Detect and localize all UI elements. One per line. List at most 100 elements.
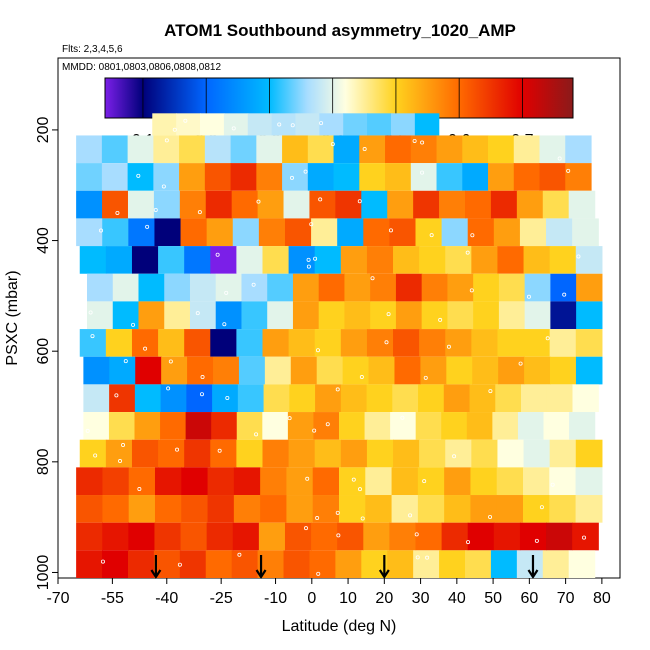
heatmap-cell <box>513 135 541 164</box>
observation-point <box>557 156 562 161</box>
heatmap-cell <box>160 384 187 413</box>
heatmap-cell <box>575 495 603 523</box>
heatmap-cell <box>138 301 165 330</box>
heatmap-cell <box>389 218 417 247</box>
observation-point <box>175 447 180 452</box>
observation-point <box>153 207 158 212</box>
observation-point <box>197 210 202 215</box>
heatmap-cell <box>215 273 243 302</box>
observation-point <box>351 477 356 482</box>
heatmap-cell <box>493 522 521 551</box>
heatmap-cell <box>342 356 370 385</box>
heatmap-cell <box>517 412 545 440</box>
heatmap-cell <box>153 163 180 191</box>
heatmap-cell <box>295 113 320 136</box>
heatmap-cell <box>264 356 292 385</box>
heatmap-cell <box>127 190 155 219</box>
heatmap-cell <box>335 550 362 578</box>
heatmap-cell <box>283 550 311 578</box>
heatmap-cell <box>238 356 266 385</box>
heatmap-cell <box>128 522 156 551</box>
heatmap-cell <box>387 550 414 578</box>
heatmap-cell <box>184 439 211 468</box>
heatmap-cell <box>366 384 393 413</box>
heatmap-cell <box>233 495 261 523</box>
observation-point <box>518 361 523 366</box>
observation-point <box>166 386 171 391</box>
heatmap-cell <box>283 190 311 219</box>
heatmap-cell <box>419 329 446 357</box>
heatmap-cell <box>164 301 191 330</box>
observation-point <box>315 348 320 353</box>
heatmap-cell <box>549 439 577 468</box>
y-tick-label: 800 <box>35 448 52 475</box>
heatmap-cell <box>179 163 206 191</box>
heatmap-cell <box>441 412 468 440</box>
heatmap-cell <box>179 135 206 164</box>
heatmap-cell <box>164 273 191 302</box>
colorbar <box>104 77 574 119</box>
heatmap-cell <box>339 495 366 523</box>
heatmap-cell <box>314 439 342 468</box>
heatmap-cell <box>232 522 260 551</box>
heatmap-cell <box>391 467 419 496</box>
heatmap-cell <box>488 135 515 164</box>
heatmap-cell <box>288 246 316 274</box>
heatmap-cell <box>230 135 257 164</box>
heatmap-cell <box>76 495 104 523</box>
x-tick-label: 70 <box>557 590 575 607</box>
heatmap-cell <box>365 495 393 523</box>
heatmap-cell <box>568 550 596 578</box>
heatmap-cell <box>417 467 445 496</box>
heatmap-cell <box>316 356 344 385</box>
heatmap-cell <box>441 522 469 551</box>
heatmap-cell <box>267 301 294 330</box>
heatmap-cell <box>576 301 603 330</box>
heatmap-cell <box>267 273 294 302</box>
heatmap-cell <box>335 190 362 219</box>
observation-point <box>562 292 567 297</box>
heatmap-cell <box>79 329 107 357</box>
x-tick-label: -10 <box>264 590 287 607</box>
heatmap-cell <box>213 356 240 385</box>
heatmap-cell <box>344 273 371 302</box>
heatmap-cell <box>443 384 471 413</box>
heatmap-cell <box>519 218 547 247</box>
heatmap-cell <box>76 163 103 191</box>
heatmap-cell <box>550 301 577 330</box>
heatmap-cell <box>385 163 412 191</box>
heatmap-cell <box>313 412 340 440</box>
heatmap-cell <box>359 163 386 191</box>
heatmap-cell <box>79 246 107 274</box>
observation-point <box>438 317 443 322</box>
observation-point <box>115 210 120 215</box>
heatmap-cell <box>473 273 500 302</box>
heatmap-cell <box>138 273 165 302</box>
heatmap-cell <box>161 356 188 385</box>
heatmap-cell <box>496 467 524 496</box>
heatmap-cell <box>210 439 237 468</box>
observation-point <box>400 415 405 420</box>
observation-point <box>287 416 292 421</box>
heatmap-cell <box>102 190 129 219</box>
y-tick-label: 600 <box>35 338 52 365</box>
heatmap-cell <box>158 246 185 274</box>
observation-point <box>360 516 365 521</box>
observation-point <box>534 538 539 543</box>
x-tick-label: 10 <box>339 590 357 607</box>
observation-point <box>121 443 126 448</box>
observation-point <box>315 516 320 521</box>
heatmap-cell <box>565 135 592 164</box>
heatmap-cell <box>232 218 260 247</box>
heatmap-cell <box>575 356 603 385</box>
heatmap-cell <box>364 412 391 440</box>
observation-point <box>335 510 340 515</box>
heatmap-cell <box>337 522 364 551</box>
observation-point <box>408 513 413 518</box>
observation-point <box>414 532 419 537</box>
heatmap-cell <box>467 522 495 551</box>
observation-point <box>251 282 256 287</box>
heatmap-cell <box>414 113 440 136</box>
heatmap-cell <box>546 522 573 551</box>
heatmap-cell <box>367 113 392 136</box>
